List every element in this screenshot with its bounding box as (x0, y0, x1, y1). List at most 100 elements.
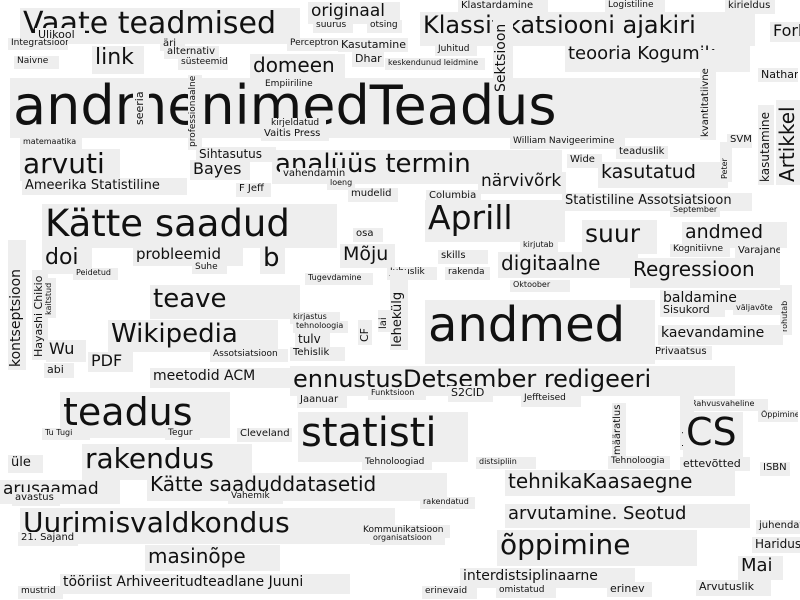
word-cf: CF (358, 320, 372, 345)
word-svm: SVM (727, 134, 752, 148)
word-ettevotted: ettevõtted (680, 457, 750, 471)
word-tehislik: Tehislik (290, 347, 345, 361)
word-privaatsus: Privaatsus (652, 346, 712, 360)
word-regressioon: Regressioon (630, 258, 780, 288)
word-probleemid: probleemid (133, 246, 243, 266)
word-bahusvaheline: Rahvusvaheline (688, 399, 768, 411)
word-erinevaid: erinevaid (422, 586, 477, 599)
word-suhe: Suhe (192, 262, 227, 274)
word-s2cid: S2CID (448, 386, 493, 402)
word-vahemik: Vahemik (228, 491, 283, 504)
word-omistatud: omistatud (496, 585, 556, 598)
word-seeria: seeria (133, 88, 149, 128)
word-professionaalne: professionaalne (188, 75, 202, 150)
word-tulv: tulv (295, 332, 330, 348)
word-tehnoloogiad: Tehnoloogiad (362, 457, 432, 470)
word-arvuti: arvuti (20, 149, 120, 181)
word-statistiline-assotsiatsioon: Statistiline Assotsiatsioon (562, 193, 752, 211)
word-funktsioon: Funktsioon (368, 388, 426, 400)
word-cleveland: Cleveland (237, 428, 292, 442)
word-ulikool: Ulikool (35, 28, 85, 41)
word-arvutuslik: Arvutuslik (696, 580, 771, 596)
word-sihtasutus: Sihtasutus (196, 147, 276, 162)
word-tehnoloogia: tehnoloogia (293, 321, 348, 333)
word-mustrid: mustrid (18, 586, 63, 599)
word-logistiline: Logistiline (605, 0, 665, 13)
word-klastardamine: Klastardamine (458, 0, 548, 14)
word-andmed-big: andmed (425, 300, 655, 364)
word-keskendunud-leidmine: keskendunud leidmine (385, 58, 485, 70)
word-juhitud: Juhitud (435, 44, 477, 56)
word-sektsioon: Sektsioon (493, 10, 513, 95)
word-pdf: PDF (88, 352, 133, 372)
word-aprill: Aprill (425, 200, 565, 242)
word-ennustus-detsember: ennustusDetsember redigeeri (290, 366, 735, 396)
word-valjavote: väljavõte (733, 303, 783, 315)
word-teadus: teadus (60, 392, 230, 438)
word-mudelid: mudelid (348, 188, 398, 202)
word-juhendatud: juhendatud (756, 520, 800, 534)
word-teooria-kogumik: teooria Kogumik (565, 44, 750, 72)
word-avastus: avastus (12, 492, 60, 506)
word-kirjeldatud: kirjeldatud (268, 118, 326, 131)
word-ule: üle (8, 455, 43, 473)
word-kognitiivne: Kognitiivne (670, 244, 730, 257)
word-bayes: Bayes (190, 160, 250, 180)
word-cs: CS (683, 412, 743, 458)
word-empiiriline: Empiiriline (262, 79, 322, 92)
word-moju: Mõju (340, 244, 395, 268)
word-kaevandamine: kaevandamine (658, 325, 783, 345)
word-osa: osa (353, 228, 383, 242)
word-william-navigeerimine: William Navigeerimine (510, 136, 625, 149)
word-lehekulg: lehekülg (390, 270, 408, 350)
word-f-jeff: F Jeff (236, 183, 271, 197)
word-matemaatika: matemaatika (20, 137, 82, 149)
word-jaanuar: Jaanuar (297, 394, 347, 408)
word-statisti: statisti (298, 412, 468, 462)
word-katte-saadud: Kätte saadud (42, 204, 337, 248)
word-lai: lai (378, 310, 392, 332)
word-tugevdamine: Tugevdamine (305, 273, 373, 285)
word-tehnikakaasaegne: tehnikaKaasaegne (505, 470, 735, 496)
word-varajane: Varajane (735, 245, 780, 259)
word-digitaalne: digitaalne (498, 252, 638, 278)
word-andmeninimedteadus: andmenimedTeadus (10, 78, 700, 138)
word-wikipedia: Wikipedia (108, 320, 278, 352)
word-link: link (92, 46, 144, 74)
word-oppimine-big: õppimine (497, 530, 697, 566)
word-wide: Wide (567, 154, 602, 168)
word-maaratlus: määratlus (612, 403, 626, 458)
word-haridus: Haridus (752, 537, 800, 553)
word-distsipliin: distsipliin (476, 457, 536, 469)
word-skills: skills (438, 250, 488, 264)
word-oktoober: Oktoober (510, 280, 570, 292)
word-kasutamine-v: kasutamine (758, 105, 774, 185)
word-mai: Mai (738, 556, 783, 580)
word-masinope: masinõpe (145, 545, 280, 571)
word-interdistsiplinaarne: interdistsiplinaarne (460, 568, 635, 588)
word-rakendus: rakendus (82, 444, 252, 480)
word-vahendamine: vahendamine (280, 168, 345, 181)
word-rakenda: rakenda (445, 267, 490, 280)
word-teave: teave (150, 285, 300, 319)
word-tegur: Tegur (165, 428, 200, 440)
word-kaitstud: kaitstud (44, 278, 56, 318)
word-nathan: Nathan (758, 68, 798, 82)
word-forbes: Forbes (770, 22, 800, 42)
word-teaduslik: teaduslik (616, 146, 668, 159)
word-tu-tugi: Tu Tugi (42, 428, 90, 440)
word-perceptron: Perceptron (287, 38, 342, 51)
word-susteemid: süsteemid (178, 57, 228, 70)
word-rakendatud: rakendatud (420, 497, 475, 509)
word-b: b (260, 244, 285, 274)
word-sajand: 21. Sajand (18, 532, 78, 546)
word-peidetud: Peidetud (73, 268, 118, 280)
word-jeffteised: Jeffteised (521, 393, 581, 407)
word-kasutamine-top: Kasutamine (338, 38, 408, 52)
word-kirjutab: kirjutab (520, 240, 558, 252)
word-suurus: suurus (313, 20, 353, 33)
word-organisatsioon: organisatsioon (370, 533, 445, 545)
word-dhar: Dhar (352, 52, 384, 67)
word-september: September (670, 205, 720, 217)
word-integratsioon: Integratsioon (8, 38, 68, 50)
